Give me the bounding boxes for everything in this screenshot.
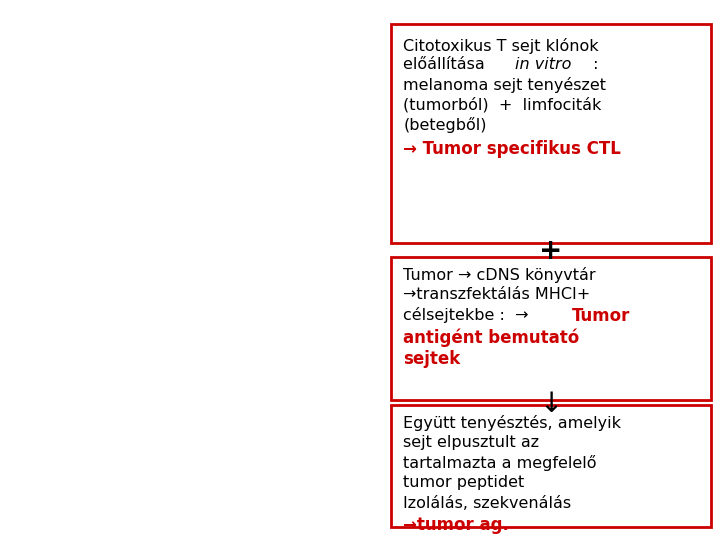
- FancyBboxPatch shape: [391, 256, 711, 400]
- Text: (tumorból)  +  limfociták: (tumorból) + limfociták: [403, 97, 602, 112]
- Text: Tumor: Tumor: [572, 307, 630, 325]
- Text: → Tumor specifikus CTL: → Tumor specifikus CTL: [403, 140, 621, 158]
- Text: Tumor → cDNS könyvtár: Tumor → cDNS könyvtár: [403, 267, 596, 283]
- Text: (betegből): (betegből): [403, 117, 487, 133]
- Text: tumor peptidet: tumor peptidet: [403, 475, 524, 490]
- FancyBboxPatch shape: [391, 24, 711, 243]
- Text: →tumor ag.: →tumor ag.: [403, 516, 509, 534]
- Text: antigént bemutató: antigént bemutató: [403, 328, 580, 347]
- FancyBboxPatch shape: [391, 405, 711, 526]
- Text: Izolálás, szekvenálás: Izolálás, szekvenálás: [403, 496, 572, 511]
- Text: :: :: [588, 57, 598, 72]
- Text: →transzfektálás MHCI+: →transzfektálás MHCI+: [403, 287, 590, 302]
- Text: +: +: [539, 237, 562, 265]
- Text: ↓: ↓: [539, 390, 562, 418]
- Text: in vitro: in vitro: [516, 57, 572, 72]
- Text: tartalmazta a megfelelő: tartalmazta a megfelelő: [403, 455, 597, 471]
- Text: sejtek: sejtek: [403, 350, 461, 368]
- Text: Citotoxikus T sejt klónok: Citotoxikus T sejt klónok: [403, 38, 599, 54]
- Text: Együtt tenyésztés, amelyik: Együtt tenyésztés, amelyik: [403, 415, 621, 431]
- Text: előállítása: előállítása: [403, 57, 490, 72]
- Text: célsejtekbe :  →: célsejtekbe : →: [403, 307, 534, 323]
- Text: sejt elpusztult az: sejt elpusztult az: [403, 435, 539, 450]
- Text: melanoma sejt tenyészet: melanoma sejt tenyészet: [403, 77, 606, 93]
